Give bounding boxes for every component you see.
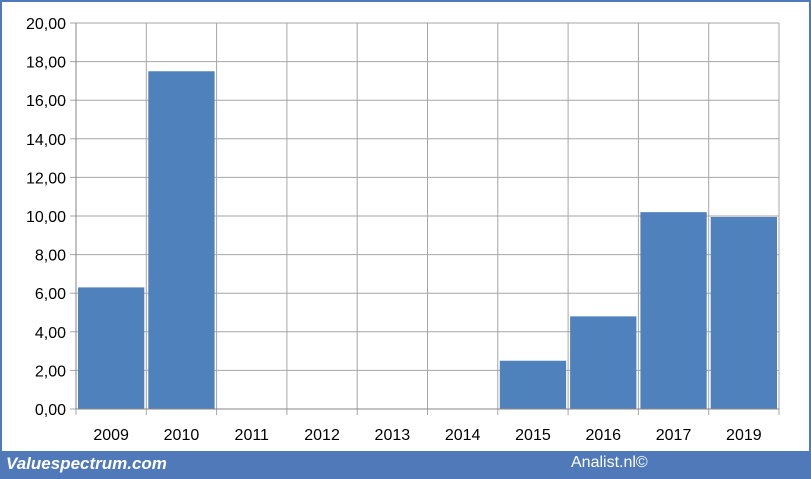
y-tick-label: 16,00 — [26, 93, 66, 110]
x-tick-label: 2017 — [656, 427, 692, 444]
footer-band — [2, 451, 809, 477]
x-tick-label: 2019 — [726, 427, 762, 444]
x-tick-labels: 2009 2010 2011 2012 2013 2014 2015 2016 2017 2019 — [93, 427, 761, 444]
y-tick-label: 12,00 — [26, 170, 66, 187]
y-tick-label: 8,00 — [35, 248, 66, 265]
x-tick-label: 2016 — [585, 427, 621, 444]
x-tick-label: 2014 — [445, 427, 481, 444]
x-tick-label: 2010 — [164, 427, 200, 444]
axis-layer — [75, 23, 779, 410]
y-tick-label: 2,00 — [35, 363, 66, 380]
footer-copyright-label: Analist.nl© — [571, 454, 648, 471]
y-tick-label: 18,00 — [26, 55, 66, 72]
bar-2016 — [570, 316, 637, 409]
x-tick-label: 2011 — [235, 427, 270, 444]
bar-2010 — [148, 71, 215, 409]
x-tick-label: 2012 — [304, 427, 340, 444]
bar-2019 — [710, 216, 777, 409]
y-tick-label: 10,00 — [26, 209, 66, 226]
bars-layer — [78, 71, 777, 409]
y-tick-label: 4,00 — [35, 325, 66, 342]
x-tick-label: 2013 — [375, 427, 411, 444]
bar-2015 — [499, 360, 567, 409]
bar-2009 — [78, 287, 145, 409]
x-tick-label: 2009 — [93, 427, 129, 444]
y-tick-labels: 0,00 2,00 4,00 6,00 8,00 10,00 12,00 14,00 16,00… — [26, 16, 66, 419]
bar-2017 — [640, 212, 707, 409]
y-tick-label: 0,00 — [35, 402, 66, 419]
y-tick-label: 14,00 — [26, 132, 66, 149]
footer-brand-label: Valuespectrum.com — [6, 454, 167, 473]
x-tick-label: 2015 — [515, 427, 551, 444]
y-tick-label: 20,00 — [26, 16, 66, 33]
y-tick-label: 6,00 — [35, 286, 66, 303]
